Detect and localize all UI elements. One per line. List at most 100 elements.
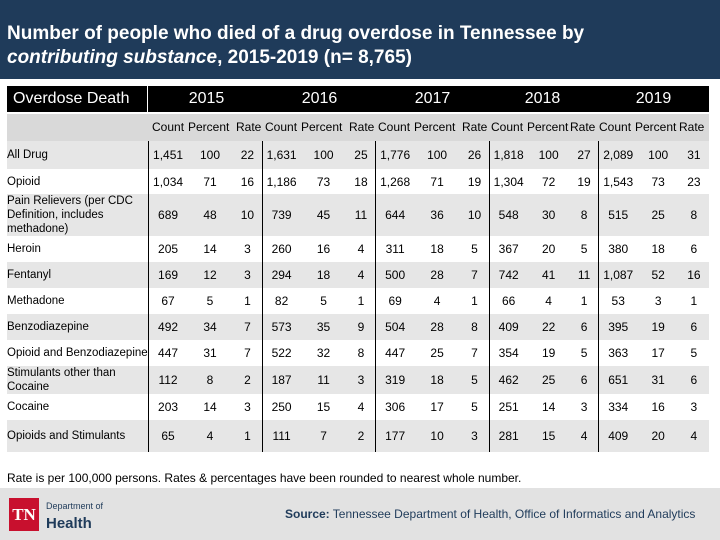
cell-percent: 4	[527, 288, 570, 314]
cell-percent: 15	[300, 394, 347, 420]
table-row: Methadone 67 5 1 82 5 1 69 4 1 66 4 1 53 3 1	[7, 288, 709, 314]
header-year-2015: 2015	[148, 86, 265, 112]
cell-percent: 16	[637, 394, 680, 420]
cell-count: 281	[488, 420, 528, 452]
table-row: Opioid 1,034 71 16 1,186 73 18 1,268 71 19 1,304 72…	[7, 169, 709, 194]
cell-rate: 7	[233, 340, 263, 366]
cell-percent: 30	[527, 194, 570, 236]
cell-rate: 1	[679, 288, 709, 314]
cell-percent: 4	[186, 420, 234, 452]
cell-rate: 7	[233, 314, 263, 340]
title-line-2: contributing substance, 2015-2019 (n= 8,…	[7, 46, 707, 70]
subheader-percent: Percent	[188, 120, 230, 134]
cell-count: 651	[598, 366, 638, 394]
cell-rate: 25	[346, 141, 376, 169]
row-label: Heroin	[7, 236, 149, 262]
cell-count: 409	[598, 420, 638, 452]
cell-rate: 4	[569, 420, 599, 452]
cell-rate: 3	[233, 394, 263, 420]
subheader-rate: Rate	[236, 120, 262, 134]
row-label: Opioid and Benzodiazepine	[7, 340, 149, 366]
cell-rate: 11	[346, 194, 376, 236]
cell-count: 1,034	[148, 169, 187, 194]
cell-percent: 100	[186, 141, 234, 169]
subheader-rate: Rate	[570, 120, 596, 134]
row-label: Opioid	[7, 169, 149, 194]
cell-percent: 32	[300, 340, 347, 366]
cell-rate: 16	[233, 169, 263, 194]
source-citation: Source: Tennessee Department of Health, …	[285, 507, 695, 521]
cell-percent: 41	[527, 262, 570, 288]
cell-percent: 100	[637, 141, 680, 169]
cell-count: 354	[488, 340, 528, 366]
cell-percent: 100	[527, 141, 570, 169]
cell-percent: 18	[413, 366, 461, 394]
cell-count: 205	[148, 236, 187, 262]
cell-rate: 4	[346, 394, 376, 420]
cell-percent: 35	[300, 314, 347, 340]
row-label: Pain Relievers (per CDC Definition, incl…	[7, 194, 149, 236]
subheader-row: Count Percent Rate Count Percent Rate Co…	[7, 114, 709, 141]
cell-percent: 25	[527, 366, 570, 394]
cell-percent: 71	[186, 169, 234, 194]
cell-count: 306	[375, 394, 414, 420]
row-label: Opioids and Stimulants	[7, 420, 149, 452]
logo-health-text: Health	[46, 515, 92, 532]
cell-rate: 4	[679, 420, 709, 452]
cell-rate: 19	[569, 169, 599, 194]
cell-percent: 18	[637, 236, 680, 262]
cell-percent: 31	[637, 366, 680, 394]
cell-count: 334	[598, 394, 638, 420]
row-label: Stimulants other than Cocaine	[7, 366, 149, 394]
cell-count: 53	[598, 288, 638, 314]
cell-count: 2,089	[598, 141, 638, 169]
cell-percent: 19	[527, 340, 570, 366]
table-row: Benzodiazepine 492 34 7 573 35 9 504 28 8 409 22 6 39…	[7, 314, 709, 340]
cell-count: 67	[148, 288, 187, 314]
cell-percent: 100	[413, 141, 461, 169]
cell-count: 504	[375, 314, 414, 340]
cell-count: 112	[148, 366, 187, 394]
cell-percent: 8	[186, 366, 234, 394]
cell-rate: 3	[679, 394, 709, 420]
cell-percent: 18	[300, 262, 347, 288]
cell-count: 65	[148, 420, 187, 452]
cell-rate: 19	[460, 169, 490, 194]
cell-rate: 5	[460, 394, 490, 420]
cell-rate: 22	[233, 141, 263, 169]
cell-percent: 73	[637, 169, 680, 194]
row-label: Benzodiazepine	[7, 314, 149, 340]
cell-count: 522	[261, 340, 301, 366]
cell-percent: 14	[186, 394, 234, 420]
cell-rate: 27	[569, 141, 599, 169]
cell-percent: 20	[637, 420, 680, 452]
cell-rate: 16	[679, 262, 709, 288]
cell-count: 500	[375, 262, 414, 288]
subheader-count: Count	[491, 120, 524, 134]
table-row: Cocaine 203 14 3 250 15 4 306 17 5 251 14 3 334 16 3	[7, 394, 709, 420]
cell-count: 380	[598, 236, 638, 262]
title-rest: , 2015-2019 (n= 8,765)	[217, 47, 412, 68]
page-title: Number of people who died of a drug over…	[7, 22, 707, 70]
source-text: Tennessee Department of Health, Office o…	[329, 507, 696, 521]
cell-count: 363	[598, 340, 638, 366]
cell-count: 1,087	[598, 262, 638, 288]
cell-rate: 3	[233, 236, 263, 262]
cell-percent: 19	[637, 314, 680, 340]
cell-count: 260	[261, 236, 301, 262]
row-label: All Drug	[7, 141, 149, 169]
cell-rate: 26	[460, 141, 490, 169]
cell-rate: 2	[233, 366, 263, 394]
table-row: Stimulants other than Cocaine 112 8 2 187 11 3…	[7, 366, 709, 394]
header-year-2019: 2019	[598, 86, 709, 112]
cell-percent: 16	[300, 236, 347, 262]
cell-rate: 8	[460, 314, 490, 340]
cell-rate: 1	[233, 288, 263, 314]
cell-count: 447	[375, 340, 414, 366]
cell-percent: 15	[527, 420, 570, 452]
cell-count: 1,304	[488, 169, 528, 194]
cell-count: 395	[598, 314, 638, 340]
cell-percent: 22	[527, 314, 570, 340]
cell-percent: 25	[637, 194, 680, 236]
cell-rate: 11	[569, 262, 599, 288]
